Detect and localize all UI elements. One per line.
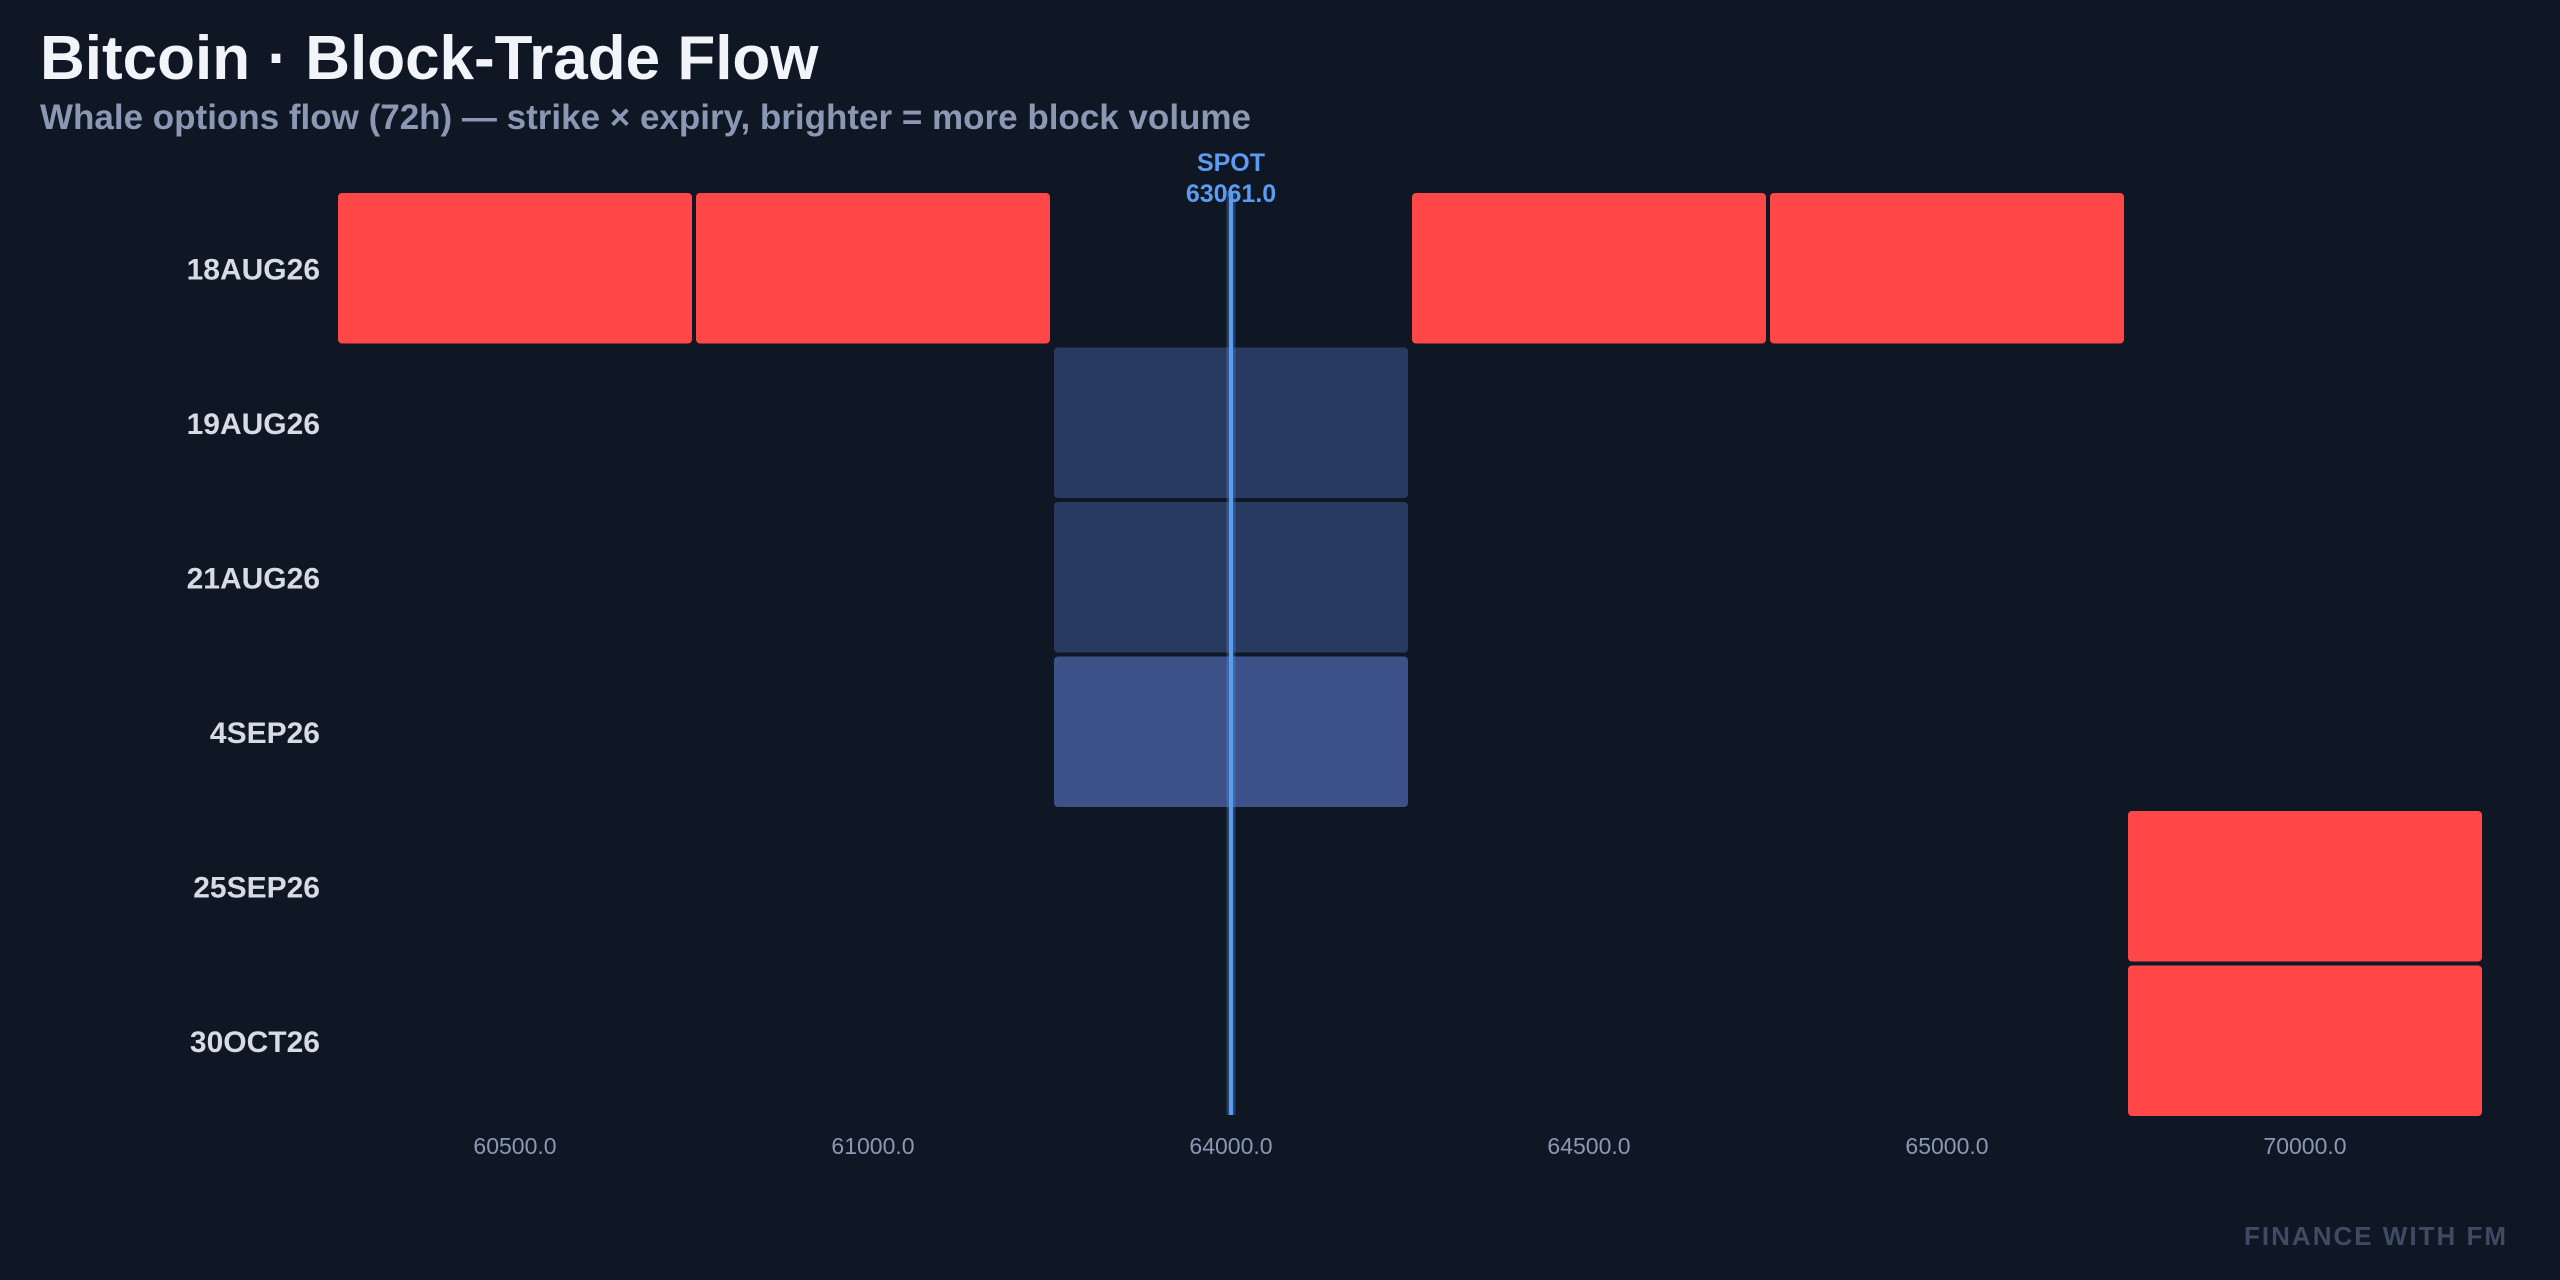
y-tick-label: 21AUG26 (187, 562, 320, 595)
heatmap-cells (338, 193, 2482, 1116)
x-axis-labels: 60500.0 61000.0 64000.0 64500.0 65000.0 70000… (473, 1133, 2346, 1159)
y-axis-labels: 18AUG26 19AUG26 21AUG26 4SEP26 25SEP26 30OCT2… (187, 253, 320, 1059)
x-tick-label: 64500.0 (1547, 1133, 1630, 1159)
heatmap-cell (2128, 811, 2482, 962)
watermark: FINANCE WITH FM (2244, 1221, 2508, 1251)
y-tick-label: 4SEP26 (210, 717, 320, 750)
x-tick-label: 61000.0 (831, 1133, 914, 1159)
x-tick-label: 70000.0 (2263, 1133, 2346, 1159)
y-tick-label: 25SEP26 (193, 871, 320, 904)
chart-subtitle: Whale options flow (72h) — strike × expi… (40, 98, 1252, 137)
y-tick-label: 30OCT26 (190, 1026, 320, 1059)
spot-value-label: 63061.0 (1186, 180, 1276, 208)
x-tick-label: 65000.0 (1905, 1133, 1988, 1159)
heatmap-cell (1770, 193, 2124, 344)
spot-label: SPOT (1197, 149, 1265, 177)
y-tick-label: 18AUG26 (187, 253, 320, 286)
heatmap-cell (2128, 965, 2482, 1116)
heatmap-cell (1412, 193, 1766, 344)
heatmap-cell (696, 193, 1050, 344)
x-tick-label: 60500.0 (473, 1133, 556, 1159)
x-tick-label: 64000.0 (1189, 1133, 1272, 1159)
heatmap-cell (338, 193, 692, 344)
chart-header: Bitcoin · Block-Trade Flow Whale options… (40, 22, 1251, 140)
chart-title: Bitcoin · Block-Trade Flow (40, 24, 819, 93)
y-tick-label: 19AUG26 (187, 408, 320, 441)
